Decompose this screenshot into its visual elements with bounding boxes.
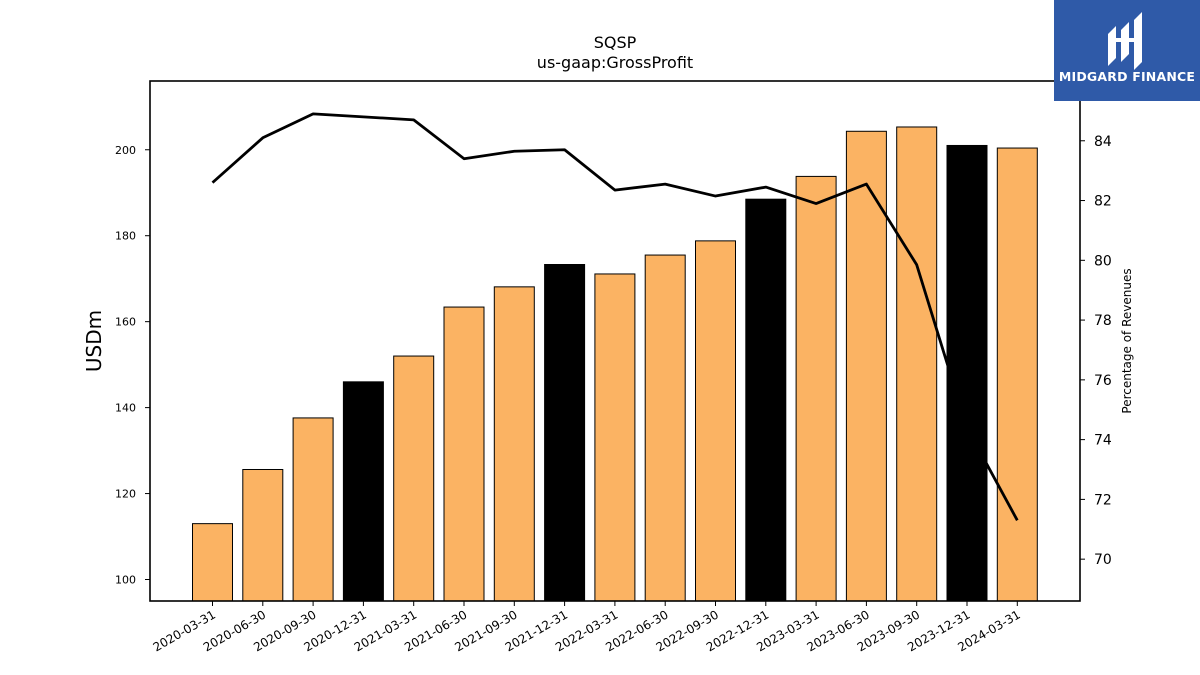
gross-margin-line — [211, 112, 1019, 521]
y2-tick-label: 72 — [1094, 492, 1112, 508]
y-axis-right: 70 72 74 76 78 80 82 84 — [1080, 134, 1112, 568]
bar-2020-03-31 — [192, 523, 233, 602]
logo-text: MIDGARD FINANCE — [1058, 69, 1196, 84]
y-tick-label: 160 — [115, 316, 136, 329]
y-tick-label: 100 — [115, 574, 136, 587]
bar-2021-09-30 — [493, 286, 535, 602]
chart-title: SQSP — [594, 33, 637, 52]
y-axis-label: USDm — [82, 310, 106, 372]
x-axis: 2020-03-312020-06-302020-09-302020-12-31… — [151, 601, 1023, 654]
bar-2020-12-31 — [342, 381, 384, 602]
bar-2021-06-30 — [443, 306, 485, 602]
bar-2023-03-31 — [795, 175, 837, 602]
bar-2022-09-30 — [695, 240, 736, 602]
y2-tick-label: 82 — [1094, 194, 1112, 210]
y-tick-label: 180 — [115, 230, 136, 243]
y2-tick-label: 76 — [1094, 373, 1112, 389]
y-tick-label: 120 — [115, 488, 136, 501]
plot-frame — [149, 80, 1081, 602]
logo-mark-icon — [1108, 12, 1142, 70]
bar-2021-03-31 — [393, 355, 435, 602]
bar-2022-06-30 — [644, 254, 686, 602]
y2-tick-label: 74 — [1094, 433, 1112, 449]
bar-2023-12-31 — [946, 144, 988, 602]
y-tick-label: 140 — [115, 402, 136, 415]
y2-tick-label: 84 — [1094, 134, 1112, 150]
bar-2022-12-31 — [745, 198, 787, 602]
y-tick-label: 200 — [115, 144, 136, 157]
chart-subtitle: us-gaap:GrossProfit — [537, 53, 693, 72]
brand-logo: MIDGARD FINANCE — [1054, 0, 1200, 101]
y2-tick-label: 70 — [1094, 552, 1112, 568]
line-series — [211, 112, 1019, 521]
y2-tick-label: 78 — [1094, 313, 1112, 329]
y-axis-left: 100 120 140 160 180 200 — [115, 144, 150, 587]
bar-2023-09-30 — [896, 126, 938, 602]
bar-2021-12-31 — [544, 264, 586, 602]
bar-2024-03-31 — [996, 147, 1038, 602]
bar-2020-09-30 — [292, 417, 334, 602]
bar-2020-06-30 — [242, 468, 284, 602]
y2-tick-label: 80 — [1094, 253, 1112, 269]
bar-2023-06-30 — [845, 130, 887, 602]
y2-axis-label: Percentage of Revenues — [1120, 268, 1134, 413]
bar-series — [192, 126, 1038, 602]
bar-2022-03-31 — [594, 273, 636, 602]
